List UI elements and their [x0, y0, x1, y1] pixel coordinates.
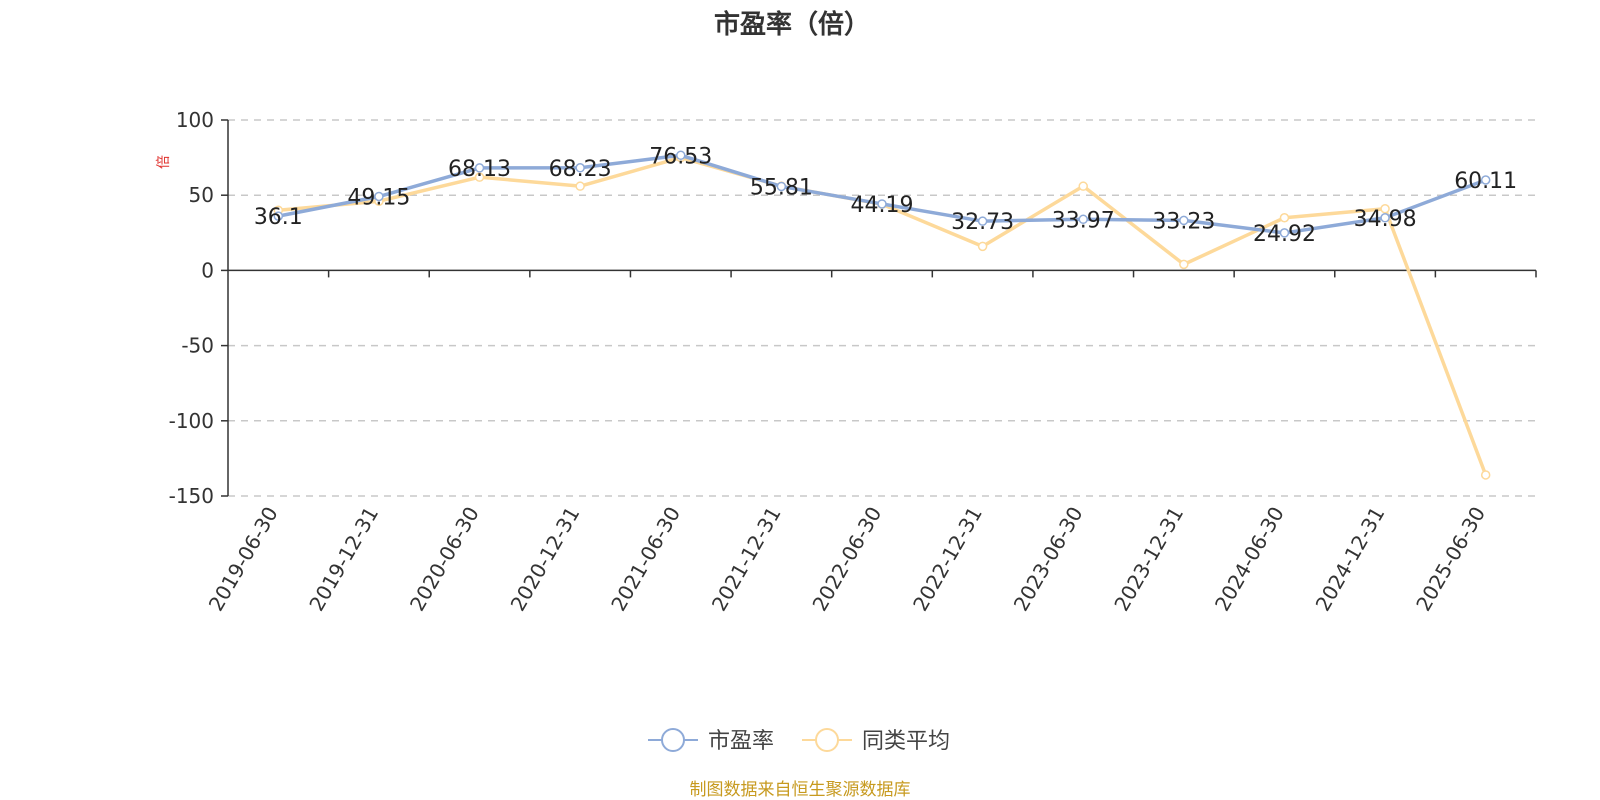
- data-point: [1380, 213, 1390, 223]
- data-point: [977, 241, 988, 252]
- x-tick-label: 2024-06-30: [1210, 503, 1289, 616]
- y-tick-label: 0: [201, 258, 214, 282]
- data-point: [1279, 213, 1290, 223]
- data-point: [474, 172, 485, 182]
- x-tick-label: 2023-12-31: [1109, 503, 1188, 616]
- x-tick-label: 2020-12-31: [506, 503, 585, 616]
- legend-marker: [661, 728, 685, 752]
- x-tick-label: 2019-06-30: [204, 503, 283, 616]
- data-point: [575, 163, 585, 173]
- data-point: [1179, 215, 1189, 226]
- data-label: 55.81: [750, 175, 813, 200]
- y-tick-label: -100: [169, 409, 214, 433]
- data-point: [474, 163, 485, 173]
- data-label: 32.73: [951, 210, 1014, 235]
- data-labels: 36.1 49.15 68.13 68.23 76.53 55.81 44.19 32.73 3…: [254, 144, 1517, 247]
- x-tick-label: 2021-06-30: [606, 503, 685, 616]
- data-point: [575, 181, 585, 191]
- legend-item-1[interactable]: 同类平均: [802, 728, 950, 754]
- legend-label: 同类平均: [862, 729, 950, 754]
- y-axis-unit-label: 倍: [156, 155, 172, 169]
- data-point: [1179, 259, 1189, 270]
- data-label: 68.13: [448, 157, 511, 182]
- x-tick-label: 2021-12-31: [707, 503, 786, 616]
- legend-item-0[interactable]: 市盈率: [648, 728, 774, 754]
- x-tick-label: 2020-06-30: [405, 503, 484, 616]
- x-tick-label: 2019-12-31: [304, 503, 383, 616]
- data-label: 49.15: [347, 185, 410, 210]
- x-tick-label: 2024-12-31: [1311, 503, 1390, 616]
- y-tick-label: 50: [189, 183, 214, 207]
- data-label: 33.23: [1152, 209, 1215, 234]
- data-point: [776, 181, 787, 192]
- grid-lines: [228, 119, 1536, 497]
- y-tick-label: 100: [176, 108, 214, 132]
- y-tick-label: -50: [181, 334, 214, 358]
- data-point: [1480, 470, 1491, 480]
- data-point: [877, 199, 887, 209]
- data-point: [273, 211, 284, 221]
- x-tick-label: 2023-06-30: [1009, 503, 1088, 616]
- x-tick-label: 2025-06-30: [1411, 503, 1490, 616]
- data-point: [1078, 214, 1088, 225]
- data-point: [977, 216, 988, 226]
- data-point: [676, 150, 686, 161]
- data-point: [1078, 181, 1088, 191]
- source-note: 制图数据来自恒生聚源数据库: [690, 780, 911, 800]
- legend-label: 市盈率: [708, 729, 774, 754]
- chart-title: 市盈率（倍）: [714, 9, 870, 40]
- legend[interactable]: 市盈率 同类平均: [648, 728, 950, 754]
- data-label: 34.98: [1354, 207, 1417, 232]
- data-point: [1480, 175, 1491, 185]
- data-point: [1279, 228, 1290, 238]
- data-label: 33.97: [1052, 208, 1115, 233]
- data-label: 44.19: [851, 193, 914, 218]
- data-label: 60.11: [1454, 169, 1517, 194]
- data-label: 76.53: [649, 144, 712, 169]
- data-label: 36.1: [254, 205, 303, 230]
- data-point: [374, 191, 384, 202]
- series-lines: [273, 150, 1491, 480]
- x-tick-label: 2022-06-30: [807, 503, 886, 616]
- data-point: [1380, 203, 1390, 214]
- x-tick-label: 2022-12-31: [908, 503, 987, 616]
- legend-marker: [815, 728, 839, 752]
- data-label: 24.92: [1253, 222, 1316, 247]
- y-tick-label: -150: [169, 484, 214, 508]
- data-label: 68.23: [549, 157, 612, 182]
